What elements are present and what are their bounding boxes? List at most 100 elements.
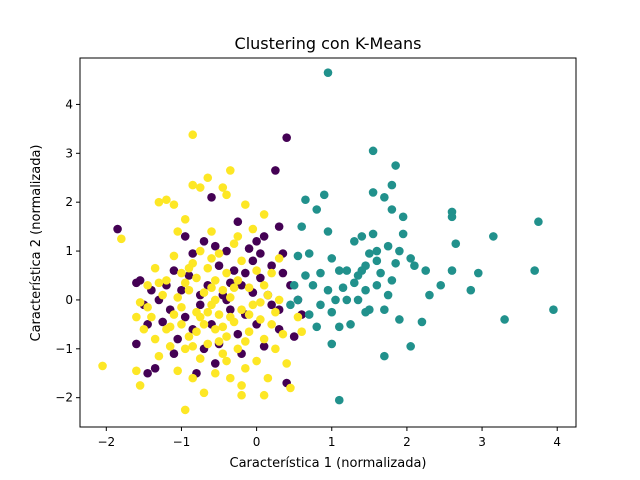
cluster-2-point (210, 324, 220, 334)
cluster-2-point (263, 373, 273, 383)
cluster-2-point (248, 224, 258, 234)
cluster-2-point (259, 210, 269, 219)
cluster-0-point (177, 285, 186, 295)
cluster-0-point (207, 192, 216, 202)
cluster-1-point (301, 271, 310, 280)
cluster-2-point (229, 239, 239, 249)
cluster-2-point (278, 329, 288, 339)
cluster-0-point (289, 332, 299, 341)
cluster-0-point (229, 266, 239, 275)
cluster-2-point (195, 246, 205, 256)
cluster-1-point (398, 212, 408, 222)
cluster-2-point (135, 298, 145, 307)
cluster-1-point (383, 290, 393, 300)
cluster-2-point (222, 332, 231, 341)
cluster-2-point (169, 310, 179, 319)
cluster-2-point (180, 344, 190, 354)
cluster-2-point (188, 130, 198, 140)
cluster-0-point (259, 342, 269, 351)
cluster-2-point (177, 268, 186, 278)
x-tick-label: 3 (478, 435, 486, 449)
cluster-2-point (210, 295, 220, 305)
cluster-0-point (195, 300, 205, 310)
cluster-1-point (353, 295, 363, 305)
cluster-2-point (180, 405, 190, 415)
cluster-2-point (195, 312, 205, 322)
cluster-2-point (188, 373, 198, 383)
cluster-2-point (233, 276, 243, 285)
cluster-2-point (241, 337, 250, 346)
chart-title: Clustering con K-Means (235, 34, 422, 53)
cluster-1-point (451, 239, 461, 249)
cluster-2-point (195, 354, 205, 363)
cluster-2-point (199, 288, 209, 297)
cluster-0-point (143, 368, 152, 378)
x-tick-label: 2 (403, 435, 411, 449)
cluster-0-point (199, 236, 209, 246)
cluster-2-point (203, 307, 213, 317)
cluster-2-point (180, 214, 190, 224)
y-tick-label: −1 (55, 342, 73, 356)
cluster-1-point (466, 285, 476, 295)
y-axis-label: Característica 2 (normalizada) (29, 145, 44, 342)
cluster-1-point (410, 261, 419, 271)
cluster-1-point (308, 280, 318, 290)
cluster-2-point (293, 312, 303, 322)
cluster-2-point (229, 283, 239, 293)
cluster-2-point (139, 324, 149, 334)
cluster-0-point (180, 232, 190, 241)
cluster-1-point (368, 229, 378, 239)
cluster-2-point (207, 254, 216, 263)
cluster-2-point (274, 295, 284, 305)
cluster-2-point (222, 190, 231, 200)
y-axis: −2 −1 0 1 2 3 4 (55, 97, 80, 405)
cluster-2-point (222, 268, 231, 278)
cluster-2-point (154, 351, 164, 361)
cluster-1-point (361, 285, 370, 295)
cluster-2-point (214, 249, 224, 258)
cluster-2-point (199, 320, 209, 329)
cluster-0-point (233, 217, 243, 227)
cluster-2-point (244, 310, 254, 319)
cluster-2-point (267, 268, 276, 278)
cluster-2-point (237, 305, 246, 315)
cluster-1-point (323, 227, 333, 236)
x-tick-label: 0 (253, 435, 261, 449)
cluster-1-point (436, 280, 446, 290)
cluster-1-point (304, 249, 314, 258)
cluster-2-point (169, 200, 179, 209)
x-axis: −2 −1 0 1 2 3 4 (97, 427, 561, 449)
cluster-2-point (173, 293, 182, 302)
cluster-1-point (391, 161, 400, 170)
cluster-1-point (361, 261, 370, 271)
cluster-1-point (447, 266, 457, 275)
cluster-0-point (150, 364, 160, 373)
cluster-2-point (143, 302, 152, 312)
cluster-2-point (135, 381, 145, 390)
cluster-2-point (207, 227, 216, 236)
cluster-2-point (173, 366, 182, 376)
cluster-2-point (259, 390, 269, 400)
cluster-1-point (293, 251, 303, 261)
cluster-1-point (293, 295, 303, 305)
cluster-2-point (184, 285, 194, 295)
cluster-2-point (184, 263, 194, 273)
x-tick-label: −1 (173, 435, 191, 449)
cluster-1-point (301, 195, 310, 205)
cluster-2-point (218, 183, 228, 192)
cluster-0-point (233, 329, 243, 339)
cluster-1-point (447, 212, 457, 222)
cluster-1-point (304, 310, 314, 319)
cluster-2-point (203, 263, 213, 273)
cluster-2-point (226, 312, 235, 322)
cluster-2-point (282, 359, 291, 368)
cluster-1-point (372, 256, 382, 266)
cluster-2-point (192, 327, 201, 337)
y-tick-label: 1 (65, 244, 73, 258)
cluster-2-point (177, 320, 186, 329)
cluster-0-point (210, 241, 220, 251)
cluster-2-point (132, 312, 141, 322)
cluster-0-point (282, 133, 291, 142)
cluster-1-point (327, 307, 337, 317)
